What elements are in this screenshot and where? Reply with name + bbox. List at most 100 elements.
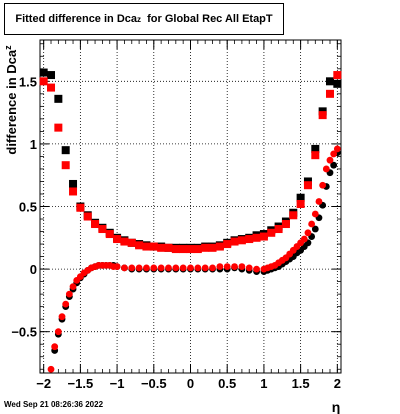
- red-square-marker: [98, 225, 107, 234]
- black-square-marker: [61, 146, 70, 155]
- chart-title-prefix: Fitted difference in Dca: [15, 13, 137, 25]
- black-square-marker: [333, 79, 342, 88]
- chart-title: Fitted difference in Dca z for Global Rec…: [4, 3, 284, 35]
- red-square-marker: [281, 220, 290, 229]
- black-square-marker: [69, 179, 78, 188]
- red-square-marker: [54, 123, 63, 132]
- red-square-marker: [105, 230, 114, 239]
- red-circle-marker: [209, 264, 216, 272]
- black-square-marker: [325, 77, 334, 86]
- red-circle-marker: [322, 165, 330, 173]
- red-square-marker: [333, 71, 342, 80]
- red-square-marker: [83, 212, 92, 221]
- red-square-marker: [208, 243, 217, 252]
- red-square-marker: [274, 225, 283, 234]
- red-circle-marker: [62, 300, 70, 308]
- y-tick-label: 1: [30, 137, 37, 152]
- red-square-marker: [245, 235, 254, 244]
- red-square-marker: [230, 237, 239, 246]
- red-circle-marker: [304, 229, 312, 237]
- red-square-marker: [289, 211, 298, 220]
- red-circle-marker: [135, 264, 143, 272]
- black-square-marker: [296, 193, 305, 202]
- red-circle-marker: [216, 263, 224, 270]
- red-square-marker: [193, 245, 202, 254]
- x-tick-label: −0.5: [141, 376, 167, 391]
- tick-labels: −2 −1.5 −1 −0.5 0 0.5 1 1.5 2 −0.5 0 0.5 1 1.5: [11, 74, 341, 391]
- red-square-marker: [91, 220, 100, 229]
- red-square-marker: [296, 199, 305, 208]
- red-square-marker: [311, 151, 320, 160]
- red-circle-marker: [51, 343, 59, 351]
- red-square-marker: [76, 203, 85, 212]
- red-square-marker: [201, 243, 210, 252]
- red-square-marker: [325, 89, 334, 98]
- x-tick-label: 0.5: [218, 376, 236, 391]
- red-circle-marker: [58, 313, 66, 321]
- red-square-marker: [318, 111, 327, 120]
- red-square-marker: [186, 245, 195, 254]
- red-circle-marker: [179, 264, 187, 272]
- red-circle-marker: [201, 264, 209, 272]
- red-square-marker: [267, 228, 276, 237]
- x-tick-label: 0: [187, 376, 194, 391]
- red-circle-marker: [245, 264, 253, 272]
- red-square-marker: [142, 242, 151, 251]
- black-square-marker: [54, 94, 63, 103]
- data-markers: [39, 68, 342, 373]
- y-tick-label: 0.5: [19, 200, 37, 215]
- red-circle-marker: [165, 264, 172, 272]
- x-axis-label: η: [332, 399, 341, 414]
- red-circle-marker: [69, 283, 77, 291]
- red-circle-marker: [326, 156, 334, 164]
- x-tick-label: 2: [334, 376, 341, 391]
- red-square-marker: [215, 242, 224, 251]
- red-square-marker: [171, 245, 180, 254]
- red-circle-marker: [65, 290, 73, 298]
- red-circle-marker: [157, 264, 165, 272]
- red-square-marker: [303, 181, 312, 190]
- red-circle-marker: [172, 264, 180, 272]
- black-square-marker: [39, 68, 48, 77]
- red-circle-marker: [253, 265, 260, 273]
- red-square-marker: [223, 240, 232, 249]
- red-circle-marker: [231, 263, 238, 270]
- red-circle-marker: [330, 150, 338, 158]
- x-tick-label: 1.5: [292, 376, 310, 391]
- red-circle-marker: [238, 263, 246, 270]
- red-circle-marker: [311, 210, 319, 218]
- red-square-marker: [164, 243, 173, 252]
- red-square-marker: [149, 242, 158, 251]
- red-square-marker: [252, 233, 261, 242]
- x-tick-label: −1.5: [68, 376, 94, 391]
- x-tick-label: −1: [110, 376, 125, 391]
- black-square-marker: [311, 144, 320, 153]
- y-tick-label: 0: [30, 262, 37, 277]
- y-tick-label: 1.5: [19, 74, 37, 89]
- red-square-marker: [47, 83, 56, 92]
- red-circle-marker: [194, 264, 202, 272]
- red-circle-marker: [143, 264, 150, 272]
- x-tick-label: 1: [260, 376, 267, 391]
- red-circle-marker: [113, 263, 121, 270]
- red-square-marker: [135, 241, 144, 250]
- red-square-marker: [127, 238, 136, 247]
- red-circle-marker: [150, 264, 158, 272]
- y-tick-label: −0.5: [11, 325, 37, 340]
- red-circle-marker: [223, 263, 231, 270]
- red-square-marker: [113, 235, 122, 244]
- red-circle-marker: [47, 365, 55, 373]
- red-circle-marker: [308, 220, 316, 228]
- red-square-marker: [69, 187, 78, 196]
- chart-title-subscript: z: [137, 14, 141, 24]
- red-circle-marker: [128, 264, 136, 272]
- red-circle-marker: [333, 145, 341, 153]
- red-circle-marker: [319, 181, 327, 189]
- axis-ticks: [40, 40, 341, 373]
- red-square-marker: [120, 237, 129, 246]
- black-square-marker: [47, 71, 56, 80]
- red-square-marker: [259, 232, 268, 241]
- red-circle-marker: [121, 264, 128, 272]
- red-square-marker: [237, 236, 246, 245]
